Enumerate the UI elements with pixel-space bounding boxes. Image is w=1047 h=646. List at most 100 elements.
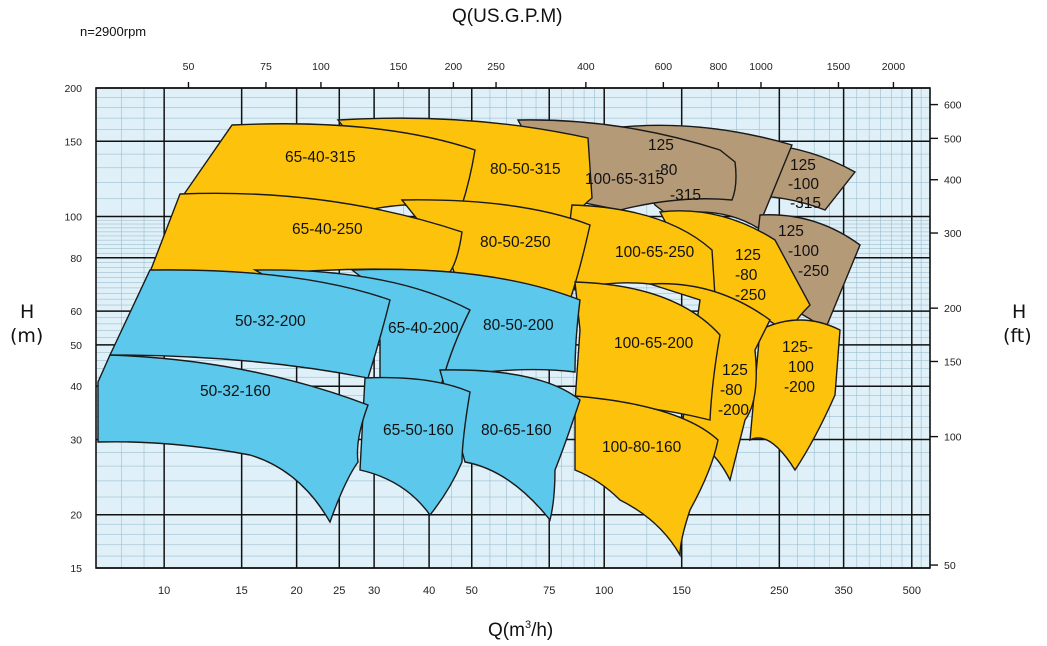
y-tick-label-left: 50 [70,340,82,352]
y-tick-label-right: 600 [944,100,962,112]
label-80-65-160: 80-65-160 [481,422,552,439]
y-tick-label-left: 100 [64,211,82,223]
x-tick-label-bottom: 100 [595,585,613,597]
y-ticks-left: 200 150 100 80 60 50 40 30 20 15 [64,83,82,575]
x-tick-label-bottom: 350 [834,585,852,597]
x-tick-label-top: 800 [710,61,728,73]
x-tick-label-bottom: 250 [770,585,788,597]
label-125-100-200-l1: 125- [782,339,813,356]
label-125-80-250-l3: -250 [735,287,766,304]
label-80-50-315: 80-50-315 [490,161,561,178]
y-tick-label-left: 150 [64,136,82,148]
x-tick-label-bottom: 30 [368,585,380,597]
label-125-100-250-l2: -100 [788,243,819,260]
label-125-80-315: 125 -80 -315 [648,137,701,204]
y-tick-label-left: 60 [70,306,82,318]
x-tick-label-top: 75 [260,61,272,73]
x-ticks-top: 50 75 100 150 200 250 400 600 800 1000 1500 2000 [183,61,906,88]
y-tick-label-right: 100 [944,432,962,444]
x-tick-label-bottom: 40 [423,585,435,597]
y-tick-label-left: 40 [70,381,82,393]
x-tick-label-bottom: 50 [466,585,478,597]
label-125-100-315-l1: 125 [790,157,816,174]
right-axis-title-l1: H [1012,301,1026,323]
y-tick-label-left: 200 [64,83,82,95]
label-100-65-315: 100-65-315 [585,171,664,188]
label-125-80-200-l3: -200 [718,402,749,419]
left-axis-title-l1: H [20,301,34,323]
label-125-100-250-l3: -250 [798,263,829,280]
region-50-32-160 [97,354,369,524]
label-65-40-250: 65-40-250 [292,221,363,238]
label-125-100-315-l2: -100 [788,176,819,193]
label-125-80-250: 125 -80 -250 [735,247,766,304]
y-tick-label-right: 500 [944,133,962,145]
x-tick-label-top: 100 [312,61,330,73]
bottom-axis-title-tail: /h) [531,620,553,641]
x-tick-label-bottom: 75 [543,585,555,597]
region-125-100-200 [749,319,841,472]
region-65-50-160 [359,376,471,517]
label-125-80-315-l3: -315 [670,187,701,204]
label-125-100-315: 125 -100 -315 [788,157,823,212]
y-tick-label-right: 200 [944,303,962,315]
y-tick-label-left: 20 [70,510,82,522]
label-125-100-200: 125- 100 -200 [782,339,818,396]
label-80-50-200: 80-50-200 [483,317,554,334]
region-80-65-160 [439,369,581,522]
region-65-40-250 [148,192,463,276]
y-tick-label-right: 300 [944,228,962,240]
x-tick-label-top: 250 [487,61,505,73]
x-tick-label-bottom: 15 [236,585,248,597]
left-axis-title: H (m) [10,301,43,347]
y-tick-label-right: 150 [944,356,962,368]
label-100-65-200: 100-65-200 [614,335,694,352]
label-100-65-250: 100-65-250 [615,244,695,261]
superscript-3: 3 [525,619,531,631]
x-tick-label-bottom: 150 [673,585,691,597]
y-tick-label-right: 400 [944,175,962,187]
bottom-axis-title: Q(m3/h) [488,619,553,641]
x-tick-label-top: 2000 [882,61,906,73]
label-125-80-250-l1: 125 [735,247,761,264]
x-tick-label-bottom: 20 [291,585,303,597]
label-50-32-200: 50-32-200 [235,313,306,330]
x-tick-label-bottom: 500 [903,585,921,597]
label-125-80-200: 125 -80 -200 [718,362,752,419]
x-tick-label-bottom: 25 [333,585,345,597]
x-tick-label-top: 200 [445,61,463,73]
label-125-100-250: 125 -100 -250 [778,223,829,280]
x-ticks-bottom: 10 15 20 25 30 40 50 75 100 150 250 350 500 [158,585,921,597]
right-axis-title-l2: (ft) [1003,325,1032,347]
label-125-80-250-l2: -80 [735,267,758,284]
label-100-80-160: 100-80-160 [602,439,682,456]
label-125-80-315-l1: 125 [648,137,674,154]
label-80-50-250: 80-50-250 [480,234,551,251]
x-tick-label-top: 150 [390,61,408,73]
plot-frame [95,87,931,569]
left-axis-title-l2: (m) [10,325,43,347]
label-125-80-315-l2: -80 [655,162,678,179]
label-125-80-200-l1: 125 [722,362,748,379]
x-tick-label-top: 400 [577,61,595,73]
label-125-100-315-l3: -315 [790,195,821,212]
label-65-40-200: 65-40-200 [388,320,459,337]
y-tick-label-left: 15 [70,563,82,575]
y-tick-label-right: 50 [944,560,956,572]
label-125-100-200-l2: 100 [788,359,814,376]
right-axis-title: H (ft) [1003,301,1032,347]
x-tick-label-top: 50 [183,61,195,73]
label-125-100-250-l1: 125 [778,223,804,240]
y-ticks-right: 600 500 400 300 200 150 100 50 [930,100,962,572]
speed-label: n=2900rpm [80,24,146,39]
pump-regions [97,117,861,558]
label-125-80-200-l2: -80 [720,382,743,399]
top-axis-title: Q(US.G.P.M) [452,6,563,27]
label-65-50-160: 65-50-160 [383,422,454,439]
x-tick-label-top: 600 [655,61,673,73]
x-tick-label-top: 1500 [827,61,851,73]
x-tick-label-bottom: 10 [158,585,170,597]
y-tick-label-left: 80 [70,253,82,265]
label-50-32-160: 50-32-160 [200,383,271,400]
